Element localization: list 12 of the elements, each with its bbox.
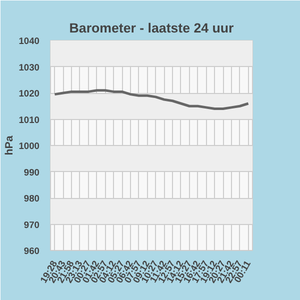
y-tick-label: 980 xyxy=(24,194,40,204)
y-tick-label: 1010 xyxy=(18,114,40,125)
y-axis-title: hPa xyxy=(4,136,16,156)
y-tick-label: 1000 xyxy=(18,141,40,151)
y-tick-label: 990 xyxy=(24,167,40,178)
y-tick-label: 960 xyxy=(24,246,40,256)
line-series xyxy=(53,89,250,110)
chart-title: Barometer - laatste 24 uur xyxy=(69,20,234,36)
y-tick-label: 1040 xyxy=(18,36,40,46)
y-tick-label: 1020 xyxy=(18,88,40,98)
y-tick-label: 1030 xyxy=(18,62,40,72)
y-tick-label: 970 xyxy=(24,220,40,230)
